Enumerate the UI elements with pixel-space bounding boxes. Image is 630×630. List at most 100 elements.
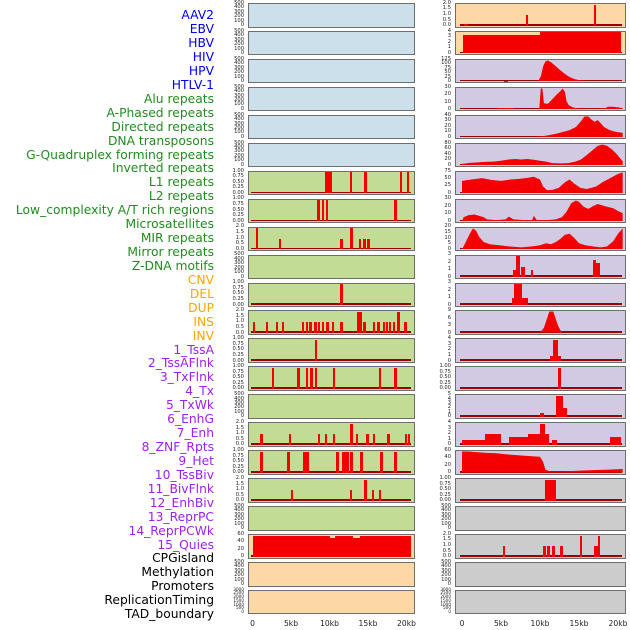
y-tick-label: 2500: [440, 590, 451, 596]
track-panel: [455, 30, 626, 56]
bar: [332, 367, 336, 389]
y-tick-label: 100: [234, 73, 244, 80]
y-tick-label: 0: [447, 581, 451, 588]
y-tick-label: 1.5: [235, 228, 244, 235]
y-tick-label: 0: [447, 441, 451, 448]
bar: [364, 172, 367, 194]
bar: [349, 172, 352, 194]
bar: [406, 172, 409, 194]
baseline-series: [250, 359, 411, 361]
y-tick-label: 1.00: [232, 447, 244, 453]
y-tick-label: 300: [234, 260, 244, 267]
row-label-z-dna-motifs: Z-DNA motifs: [131, 258, 214, 273]
track-panel: [248, 366, 415, 391]
y-tick-label: 0: [447, 105, 451, 112]
row-label-alu-repeats: Alu repeats: [143, 91, 214, 106]
row-label-9-het: 9_Het: [178, 453, 214, 468]
track-plot: [456, 32, 625, 55]
y-tick-label: 0: [240, 78, 244, 84]
x-tick-label: 5kb: [493, 618, 509, 628]
bar: [502, 546, 506, 557]
y-tick-label: 200: [234, 124, 244, 131]
row-label-g-quadruplex-forming-repeats: G-Quadruplex forming repeats: [26, 147, 214, 162]
y-tick-label: 0: [240, 413, 244, 420]
y-tick-label: 10: [444, 210, 451, 217]
y-tick-label: 0.0: [442, 553, 451, 560]
y-tick-label: 0.0: [442, 22, 451, 29]
x-tick-label: 10kb: [320, 618, 339, 628]
y-tick-label: 0: [447, 161, 451, 168]
track-panel: [248, 478, 415, 503]
y-tick-label: 200: [234, 404, 244, 411]
bar: [364, 479, 367, 501]
x-tick-label: 15kb: [569, 618, 589, 628]
bar: [252, 322, 255, 333]
segment-bar: [596, 263, 601, 278]
y-tick-label: 100: [234, 45, 244, 52]
segment-bar: [514, 284, 523, 305]
bar: [350, 451, 353, 473]
y-tick-label: 30: [444, 83, 451, 90]
y-tick-label: 0: [447, 189, 451, 196]
y-tick-label: 1000: [440, 601, 451, 607]
y-tick-label: 1.5: [235, 312, 244, 319]
x-tick-label: 15kb: [358, 618, 378, 628]
bar: [291, 490, 294, 501]
y-tick-label: 2.0: [235, 307, 244, 314]
segment-bar: [522, 298, 528, 305]
y-tick-label: 100: [441, 576, 451, 583]
y-tick-label: 1: [447, 44, 451, 51]
y-tick-label: 1.00: [232, 335, 244, 342]
track-panel: [455, 254, 626, 280]
track-plot: [456, 367, 625, 390]
bar: [317, 322, 321, 333]
segment-bar: [485, 434, 501, 445]
y-tick-label: 500: [234, 391, 244, 398]
track-panel: [248, 450, 415, 475]
y-tick-label: 200: [234, 41, 244, 48]
baseline-series: [460, 303, 622, 305]
bar: [392, 322, 396, 333]
x-tick-label: 0: [459, 618, 465, 628]
track-panel: [455, 3, 626, 28]
y-tick-label: 400: [234, 255, 244, 262]
y-tick-label: 2.0: [235, 474, 244, 481]
row-label-aav2: AAV2: [181, 8, 214, 23]
bar: [408, 434, 411, 445]
bar: [336, 451, 339, 473]
track-panel: [455, 562, 626, 587]
bar: [301, 322, 305, 333]
track-panel: [455, 142, 626, 168]
track-plot: [456, 228, 625, 251]
track-panel: [455, 450, 626, 475]
y-tick-label: 200: [234, 516, 244, 523]
y-tick-label: 100: [234, 157, 244, 164]
track-plot: [456, 339, 625, 362]
y-tick-label: 40: [444, 454, 451, 461]
baseline-series: [250, 331, 411, 333]
y-tick-label: 0: [447, 525, 451, 532]
row-label-tad-boundary: TAD_boundary: [124, 607, 214, 622]
track-panel: [248, 254, 415, 280]
bar: [265, 322, 269, 333]
y-tick-label: 1: [447, 351, 451, 358]
y-tick-label: 1.0: [235, 486, 244, 493]
y-tick-label: 5: [447, 391, 451, 398]
row-label-1-tssa: 1_TssA: [173, 342, 214, 357]
row-label-mir-repeats: MIR repeats: [140, 231, 214, 246]
x-tick-label: 20kb: [397, 618, 416, 628]
y-tick-label: 3: [447, 340, 451, 347]
y-tick-label: 0.25: [232, 379, 244, 386]
row-label-5-txwk: 5_TxWk: [165, 398, 214, 413]
y-tick-label: 50: [444, 69, 451, 76]
bar: [260, 451, 263, 473]
y-tick-label: 1: [447, 266, 451, 273]
segment-bar: [530, 270, 533, 278]
y-tick-label: 300: [234, 120, 244, 127]
y-tick-label: 0.50: [232, 206, 244, 213]
track-plot: [456, 116, 625, 139]
bar: [378, 490, 382, 501]
track-panel: [455, 534, 626, 559]
track-plot: [456, 88, 625, 111]
y-tick-label: 50: [444, 174, 451, 181]
